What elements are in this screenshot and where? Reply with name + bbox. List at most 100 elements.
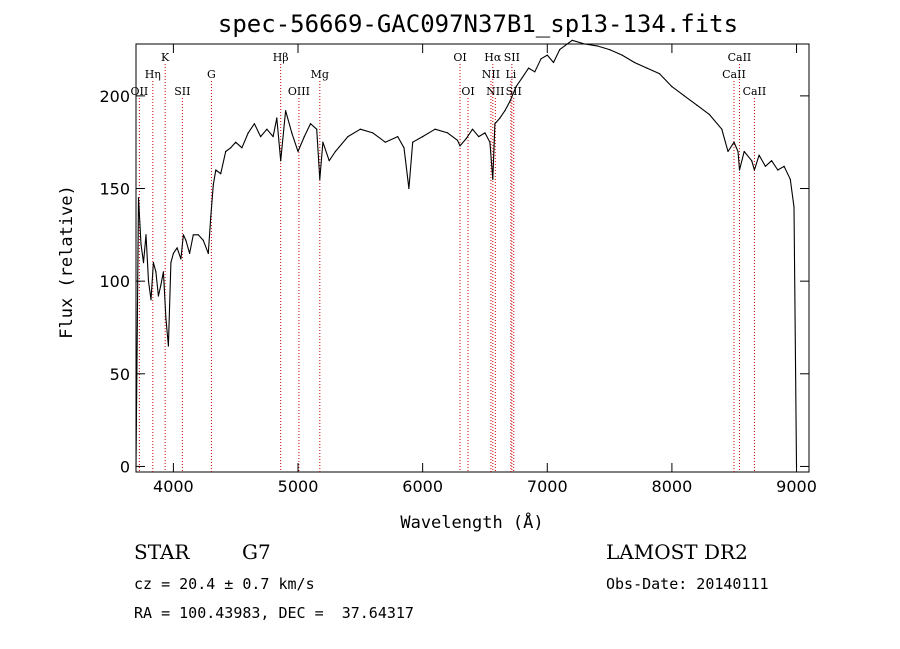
spectrum-point	[334, 150, 336, 153]
spectrum-point	[397, 136, 399, 138]
spectrum-point	[260, 136, 262, 138]
spectrum-point	[764, 165, 767, 167]
spectrum-point	[540, 58, 542, 60]
spectrum-point	[142, 262, 145, 264]
spectrum-point	[372, 132, 374, 134]
spectrum-point	[140, 243, 142, 245]
spectrum-point	[751, 160, 753, 162]
spectrum-point	[145, 234, 147, 236]
spectrum-point	[422, 136, 424, 138]
y-tick-label: 50	[110, 365, 130, 384]
line-marker-label: Hη	[145, 68, 161, 81]
spectrum-point	[176, 247, 178, 249]
x-tick-label: 6000	[402, 477, 443, 496]
spectrum-point	[478, 136, 480, 138]
spectrum-point	[509, 100, 511, 102]
spectrum-point	[280, 160, 282, 162]
spectrum-point	[167, 345, 169, 347]
line-marker-label: OI	[461, 85, 474, 98]
x-tick-label: 9000	[776, 477, 817, 496]
spectrum-point	[235, 141, 237, 143]
spectrum-point	[197, 234, 199, 236]
spectrum-point	[534, 71, 536, 73]
spectrum-point	[189, 252, 191, 254]
spectrum-series	[135, 39, 798, 467]
spectrum-point	[303, 136, 305, 138]
spectrum-point	[793, 206, 795, 208]
spectrum-point	[220, 173, 222, 175]
spectrum-point	[147, 280, 150, 282]
spectrum-point	[291, 132, 293, 134]
line-marker-label: Hα	[484, 51, 502, 64]
spectrum-point	[384, 141, 386, 143]
spectrum-point	[316, 128, 318, 130]
spectrum-point	[737, 150, 739, 153]
line-marker-label: K	[161, 51, 170, 64]
spectrum-point	[733, 141, 735, 143]
y-tick-label: 100	[99, 272, 130, 291]
spectrum-point	[160, 284, 162, 286]
spectrum-point	[528, 67, 530, 69]
chart-title: spec-56669-GAC097N37B1_sp13-134.fits	[218, 10, 738, 38]
y-tick-label: 150	[99, 180, 130, 199]
line-marker-label: Mg	[311, 68, 329, 81]
spectrum-point	[777, 169, 779, 171]
spectrum-point	[225, 150, 227, 153]
x-tick-label: 4000	[153, 477, 194, 496]
spectrum-point	[157, 295, 159, 297]
spectrum-line	[135, 39, 798, 467]
spectrum-point	[738, 169, 741, 171]
spectrum-point	[210, 215, 212, 217]
spectrum-point	[202, 239, 204, 241]
spectrum-point	[212, 184, 214, 186]
line-marker-label: CaII	[743, 85, 767, 98]
spectrum-point	[412, 141, 414, 143]
y-axis-label: Flux (relative)	[57, 185, 77, 339]
axis-ticks: 4000 5000 6000 7000 8000 9000 0 50 100 150 200	[99, 44, 817, 496]
spectrum-point	[266, 128, 268, 130]
spectrum-point	[359, 128, 361, 130]
spectrum-point	[297, 150, 299, 153]
spectrum-point	[247, 132, 249, 134]
spectrum-point	[504, 110, 506, 112]
line-marker-label: CaII	[722, 68, 746, 81]
spectrum-point	[484, 132, 486, 134]
line-marker-label: SII	[174, 85, 190, 98]
spectrum-point	[253, 123, 255, 125]
spectrum-point	[753, 169, 756, 171]
line-marker-label: Li	[505, 68, 516, 81]
spectrum-point	[727, 150, 729, 153]
spectrum-point	[182, 234, 184, 236]
spectrum-point	[596, 45, 598, 47]
spectrum-point	[152, 262, 154, 264]
spectrum-point	[456, 139, 459, 141]
survey-name: LAMOST DR2	[606, 540, 748, 564]
y-tick-label: 0	[120, 457, 130, 476]
spectrum-point	[403, 147, 405, 149]
redshift-text: cz = 20.4 ± 0.7 km/s	[134, 575, 315, 593]
spectrum-point	[137, 197, 140, 199]
spectrum-point	[447, 132, 449, 134]
spectrum-point	[465, 137, 467, 140]
spectrum-point	[434, 128, 436, 130]
spectrum-point	[155, 271, 157, 273]
x-tick-label: 7000	[527, 477, 568, 496]
spectrum-point	[789, 178, 791, 180]
spectrum-point	[492, 178, 494, 180]
spectrum-point	[408, 187, 410, 190]
spectrum-point	[170, 262, 172, 264]
spectrum-point	[185, 239, 187, 241]
line-marker-label: OII	[131, 85, 149, 98]
spectrum-point	[165, 317, 167, 319]
spectrum-point	[272, 136, 274, 138]
spectrum-point	[771, 160, 773, 162]
spectrum-point	[571, 39, 573, 41]
spectrum-point	[162, 271, 164, 273]
spectrum-point	[347, 136, 349, 138]
x-axis-label: Wavelength (Å)	[400, 511, 543, 533]
plot-frame	[135, 43, 810, 473]
spectrum-point	[499, 117, 501, 119]
spectrum-point	[471, 128, 474, 130]
spectrum-point	[658, 73, 661, 75]
